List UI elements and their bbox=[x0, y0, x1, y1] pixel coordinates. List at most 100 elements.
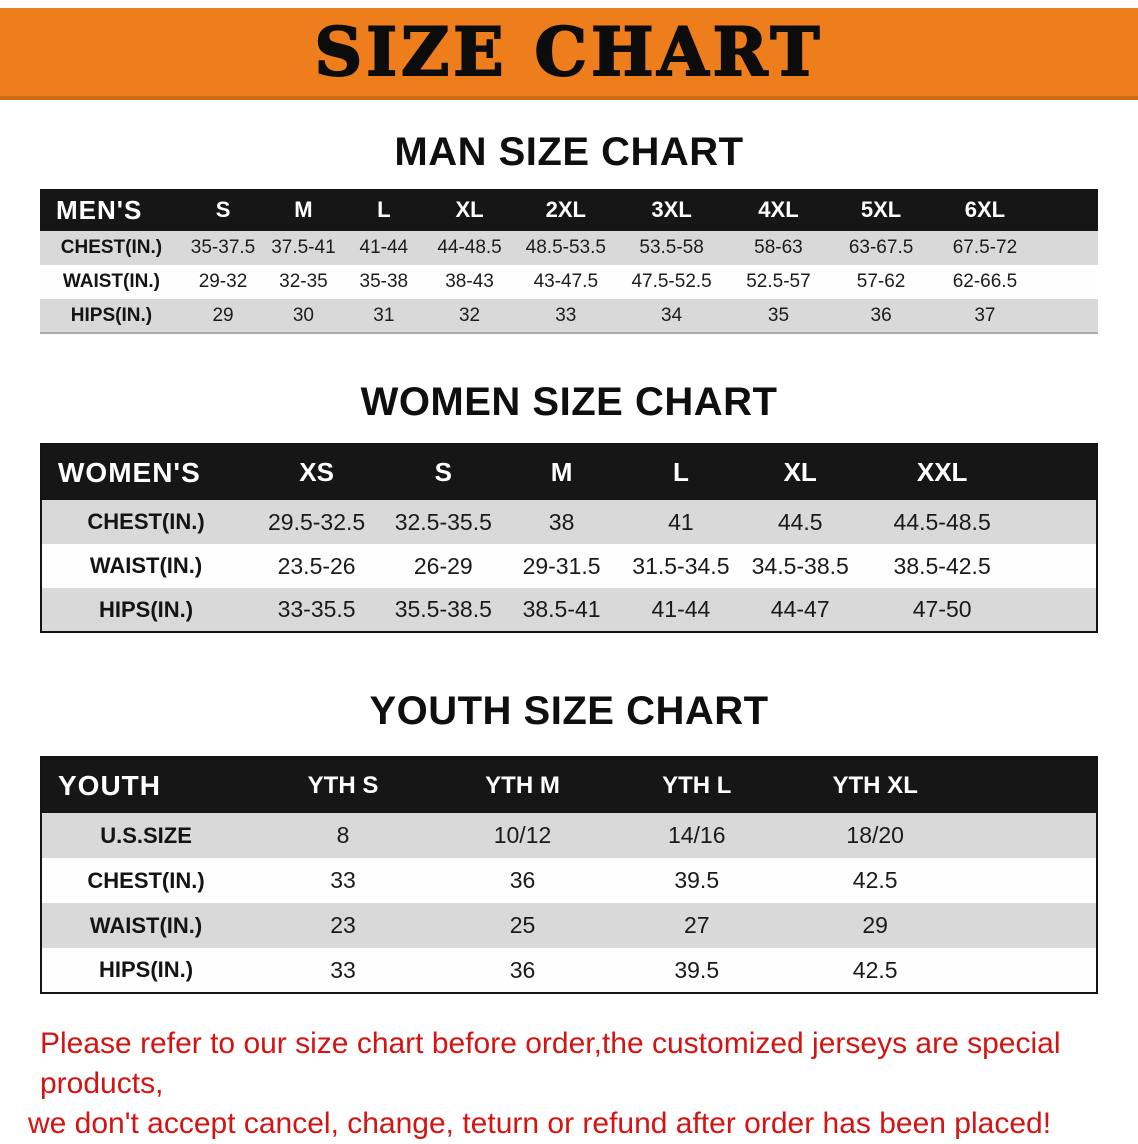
size-value: 42.5 bbox=[852, 867, 898, 893]
size-value: 34.5-38.5 bbox=[751, 552, 849, 579]
size-value: 37 bbox=[974, 304, 996, 326]
size-value: 30 bbox=[292, 304, 314, 326]
size-value: 35 bbox=[767, 304, 790, 326]
size-value: 42.5 bbox=[852, 956, 898, 983]
size-column-header: YTH M bbox=[435, 757, 610, 813]
size-value: 29-31.5 bbox=[522, 552, 601, 579]
size-column-header: XL bbox=[424, 189, 516, 231]
size-value: 29 bbox=[862, 912, 888, 938]
size-value: 38-43 bbox=[445, 271, 494, 292]
row-label: CHEST(IN.) bbox=[60, 237, 163, 258]
size-value: 38 bbox=[548, 508, 575, 535]
size-column-header: M bbox=[263, 189, 344, 231]
size-value: 53.5-58 bbox=[639, 237, 704, 258]
table-header-row: YOUTH YTH S YTH M YTH L YTH XL bbox=[41, 757, 1097, 813]
size-column-header: M bbox=[503, 444, 620, 500]
size-value: 35.5-38.5 bbox=[394, 596, 492, 622]
size-value: 41 bbox=[668, 508, 694, 535]
measurement-row: WAIST(IN.) 29-32 32-35 35-38 38-43 43-47.5 47.… bbox=[40, 265, 1098, 299]
size-value: 34 bbox=[661, 304, 683, 326]
size-value: 58-63 bbox=[754, 237, 803, 258]
size-column-header: L bbox=[343, 189, 425, 231]
size-value: 52.5-57 bbox=[746, 271, 811, 292]
disclaimer: Please refer to our size chart before or… bbox=[28, 1024, 1118, 1144]
size-value: 26-29 bbox=[413, 552, 473, 579]
table-title-cell: WOMEN'S bbox=[41, 444, 251, 500]
row-label: CHEST(IN.) bbox=[87, 867, 205, 893]
row-label: HIPS(IN.) bbox=[98, 596, 194, 622]
women-size-table: WOMEN'S XS S M L XL XXL CHEST(IN.) 29.5-32.5 32.5… bbox=[40, 443, 1098, 633]
size-value: 25 bbox=[509, 912, 536, 938]
size-value: 47-50 bbox=[912, 596, 972, 622]
size-value: 35-38 bbox=[359, 271, 409, 292]
disclaimer-line-1: Please refer to our size chart before or… bbox=[40, 1027, 1061, 1100]
size-value: 33 bbox=[330, 867, 356, 893]
size-value: 8 bbox=[336, 822, 350, 848]
size-value: 32 bbox=[458, 304, 481, 326]
size-value: 38.5-42.5 bbox=[893, 552, 991, 579]
size-value: 44.5 bbox=[777, 508, 823, 535]
size-value: 37.5-41 bbox=[271, 237, 336, 258]
table-title-cell: MEN'S bbox=[40, 189, 183, 231]
size-value: 39.5 bbox=[674, 867, 720, 893]
measurement-row: WAIST(IN.) 23 25 27 29 bbox=[41, 903, 1097, 948]
men-size-table: MEN'S S M L XL 2XL 3XL 4XL 5XL 6XL CHEST(IN.) 35-37… bbox=[40, 189, 1098, 334]
women-section-heading: WOMEN SIZE CHART bbox=[360, 380, 778, 424]
row-label: WAIST(IN.) bbox=[89, 912, 203, 938]
size-value: 32.5-35.5 bbox=[394, 508, 492, 535]
size-value: 14/16 bbox=[667, 822, 726, 848]
table-title-cell: YOUTH bbox=[41, 757, 251, 813]
size-value: 23 bbox=[330, 912, 356, 938]
size-value: 48.5-53.5 bbox=[525, 237, 606, 258]
measurement-row: HIPS(IN.) 33 36 39.5 42.5 bbox=[41, 948, 1097, 993]
size-value: 63-67.5 bbox=[848, 237, 914, 258]
measurement-row: CHEST(IN.) 29.5-32.5 32.5-35.5 38 41 44.5 44.5… bbox=[41, 500, 1097, 544]
size-value: 35-37.5 bbox=[190, 237, 256, 258]
men-section-heading: MAN SIZE CHART bbox=[394, 130, 744, 174]
size-value: 31.5-34.5 bbox=[632, 552, 730, 579]
size-value: 31 bbox=[373, 304, 395, 326]
size-value: 41-44 bbox=[359, 237, 409, 258]
size-value: 57-62 bbox=[856, 271, 906, 292]
size-column-header: XS bbox=[250, 444, 384, 500]
row-label: U.S.SIZE bbox=[100, 822, 192, 848]
size-column-header: 5XL bbox=[830, 189, 932, 231]
size-value: 43-47.5 bbox=[533, 271, 599, 292]
size-value: 32-35 bbox=[279, 271, 328, 292]
size-column-header: 2XL bbox=[515, 189, 617, 231]
measurement-row: CHEST(IN.) 33 36 39.5 42.5 bbox=[41, 858, 1097, 903]
disclaimer-line-2: we don't accept cancel, change, teturn o… bbox=[28, 1106, 1052, 1140]
size-value: 33-35.5 bbox=[277, 596, 356, 622]
size-value: 41-44 bbox=[651, 596, 711, 622]
row-label: HIPS(IN.) bbox=[98, 957, 194, 982]
size-column-header: YTH XL bbox=[784, 757, 1097, 813]
measurement-row: U.S.SIZE 8 10/12 14/16 18/20 bbox=[41, 813, 1097, 858]
size-chart-banner: SIZE CHART bbox=[0, 8, 1138, 100]
size-value: 47.5-52.5 bbox=[631, 271, 712, 292]
row-label: WAIST(IN.) bbox=[62, 271, 160, 292]
size-value: 36 bbox=[509, 956, 536, 983]
measurement-row: WAIST(IN.) 23.5-26 26-29 29-31.5 31.5-34.5 34… bbox=[41, 544, 1097, 588]
row-label: CHEST(IN.) bbox=[87, 509, 205, 534]
size-value: 44-48.5 bbox=[437, 237, 502, 258]
row-label: HIPS(IN.) bbox=[70, 304, 153, 326]
size-value: 44-47 bbox=[770, 596, 830, 622]
table-header-row: MEN'S S M L XL 2XL 3XL 4XL 5XL 6XL bbox=[40, 189, 1098, 231]
size-column-header: YTH S bbox=[250, 757, 436, 813]
size-value: 29 bbox=[212, 304, 234, 326]
size-column-header: 6XL bbox=[931, 189, 1098, 231]
youth-size-table: YOUTH YTH S YTH M YTH L YTH XL U.S.SIZE 8 10/12… bbox=[40, 756, 1098, 994]
size-value: 67.5-72 bbox=[952, 237, 1018, 258]
measurement-row: CHEST(IN.) 35-37.5 37.5-41 41-44 44-48.5 48.5… bbox=[40, 231, 1098, 265]
size-value: 36 bbox=[870, 304, 892, 326]
size-column-header: S bbox=[182, 189, 264, 231]
size-value: 29-32 bbox=[198, 271, 248, 292]
youth-section-heading: YOUTH SIZE CHART bbox=[369, 689, 769, 733]
measurement-row: HIPS(IN.) 33-35.5 35.5-38.5 38.5-41 41-44 44-… bbox=[41, 588, 1097, 632]
size-value: 10/12 bbox=[493, 822, 552, 848]
size-value: 18/20 bbox=[846, 822, 904, 848]
measurement-row: HIPS(IN.) 29 30 31 32 33 34 35 36 37 bbox=[40, 299, 1098, 333]
size-value: 23.5-26 bbox=[277, 552, 356, 579]
size-value: 29.5-32.5 bbox=[268, 508, 366, 535]
size-value: 39.5 bbox=[674, 956, 720, 983]
